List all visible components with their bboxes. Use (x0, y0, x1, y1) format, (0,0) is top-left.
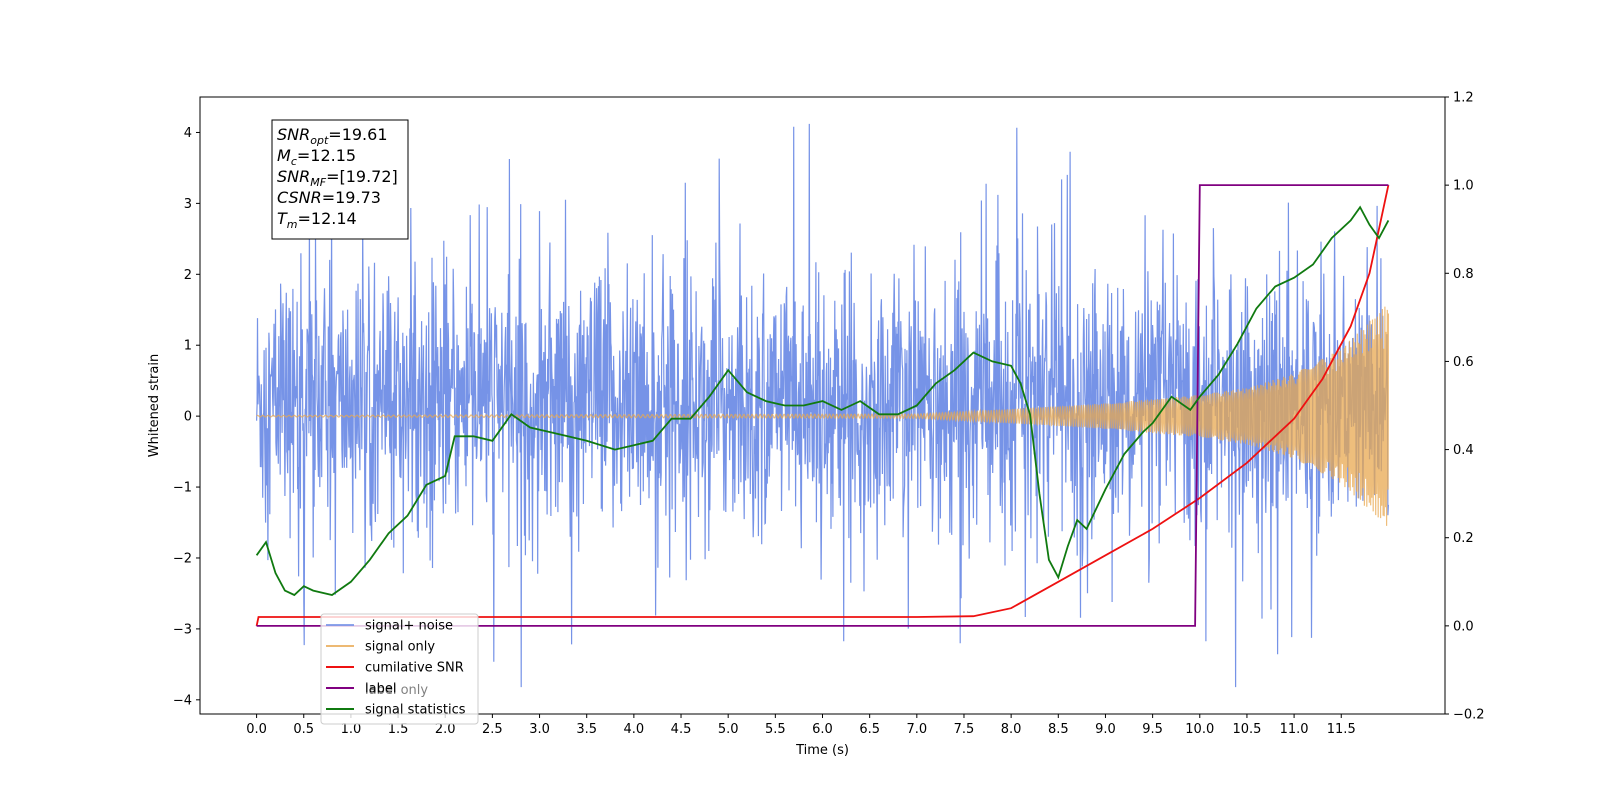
x-tick-label: 2.5 (482, 722, 503, 737)
x-tick-label: 8.0 (1001, 722, 1022, 737)
x-tick-label: 4.5 (671, 722, 692, 737)
x-tick-label: 4.0 (624, 722, 645, 737)
y-axis-ticks: −4 −3 −2 −1 0 1 2 3 4 (173, 126, 200, 708)
y-axis-label: Whitened strain (147, 354, 162, 457)
x-tick-label: 6.0 (812, 722, 833, 737)
legend-entry: signal+ noise (365, 619, 453, 634)
y2-tick-label: 0.2 (1453, 531, 1474, 546)
x-tick-label: 11.5 (1327, 722, 1356, 737)
x-tick-label: 7.5 (954, 722, 975, 737)
legend-frame (320, 613, 479, 725)
y-tick-label: 2 (184, 268, 192, 283)
annotation-box: SNRopt=19.61Mc=12.15SNRMF=[19.72]CSNR=19… (271, 119, 409, 240)
series-signal-statistics (255, 205, 1390, 597)
legend-entry: signal only (365, 640, 435, 655)
x-tick-label: 3.0 (529, 722, 550, 737)
y2-tick-label: 0.8 (1453, 267, 1474, 282)
x-tick-label: 7.0 (906, 722, 927, 737)
legend-entry: signal statistics (365, 703, 466, 718)
x-tick-label: 3.5 (576, 722, 597, 737)
series-cumilative-snr (255, 184, 1390, 627)
legend-entry: cumilative SNR (365, 661, 464, 676)
y-tick-label: 4 (184, 126, 192, 141)
annotation-line: CSNR=19.73 (277, 188, 381, 207)
legend-hidden-entry: label only (365, 683, 428, 698)
y-tick-label: −1 (173, 481, 192, 496)
y2-tick-label: 0.6 (1453, 355, 1474, 370)
legend: label only signal+ noise signal only cumila… (320, 613, 479, 725)
y2-tick-label: −0.2 (1453, 708, 1485, 723)
x-axis-ticks: 0.0 0.5 1.0 1.5 2.0 2.5 3.0 3.5 4.0 4.5 5.0 5.5 6.0 6… (246, 714, 1356, 737)
y-tick-label: 3 (184, 197, 192, 212)
y2-tick-label: 0.4 (1453, 443, 1474, 458)
series-signal-only (256, 306, 1390, 526)
x-tick-label: 6.5 (859, 722, 880, 737)
series-layer (255, 123, 1390, 688)
x-tick-label: 5.5 (765, 722, 786, 737)
x-tick-label: 0.5 (293, 722, 314, 737)
y-tick-label: −4 (173, 693, 192, 708)
annotation-line: SNRopt=19.61 (277, 125, 388, 147)
x-axis-label: Time (s) (795, 743, 849, 758)
y2-axis-ticks: −0.2 0.0 0.2 0.4 0.6 0.8 1.0 1.2 (1445, 91, 1485, 723)
y-tick-label: 0 (184, 410, 192, 425)
y2-tick-label: 0.0 (1453, 619, 1474, 634)
y2-tick-label: 1.2 (1453, 91, 1474, 106)
x-tick-label: 9.0 (1095, 722, 1116, 737)
x-tick-label: 9.5 (1142, 722, 1163, 737)
annotation-line: SNRMF=[19.72] (277, 167, 398, 189)
x-tick-label: 10.5 (1232, 722, 1261, 737)
annotation-frame (271, 119, 409, 240)
legend-entry: label (365, 682, 396, 697)
y-tick-label: −2 (173, 551, 192, 566)
x-tick-label: 10.0 (1185, 722, 1214, 737)
series-label (256, 184, 1389, 627)
x-tick-label: 0.0 (246, 722, 267, 737)
annotation-line: Mc=12.15 (277, 146, 356, 168)
x-tick-label: 5.0 (718, 722, 739, 737)
y-tick-label: 1 (184, 339, 192, 354)
x-tick-label: 2.0 (435, 722, 456, 737)
y2-tick-label: 1.0 (1453, 179, 1474, 194)
x-tick-label: 11.0 (1280, 722, 1309, 737)
x-tick-label: 1.0 (341, 722, 362, 737)
annotation-line: Tm=12.14 (277, 209, 357, 231)
x-tick-label: 1.5 (388, 722, 409, 737)
y-tick-label: −3 (173, 622, 192, 637)
x-tick-label: 8.5 (1048, 722, 1069, 737)
